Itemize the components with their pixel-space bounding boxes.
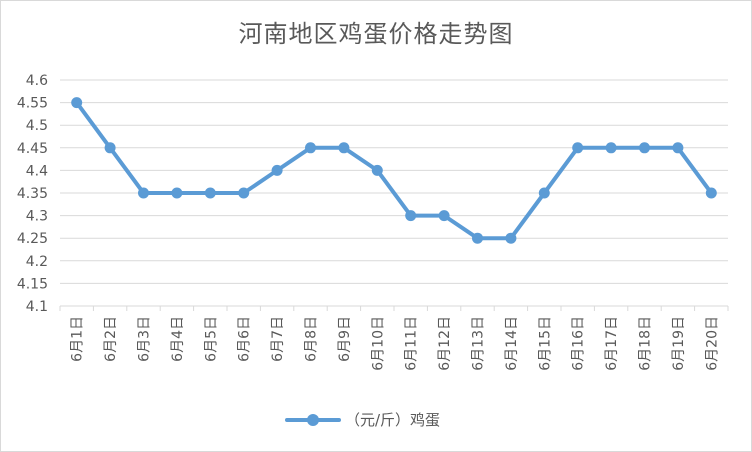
- series-group: [71, 97, 717, 244]
- data-point: [672, 142, 684, 154]
- x-tick-label: 6月3日: [137, 316, 153, 362]
- y-tick-label: 4.25: [17, 231, 48, 247]
- data-point: [505, 232, 517, 244]
- y-tick-label: 4.2: [26, 254, 48, 270]
- y-tick-label: 4.5: [26, 118, 48, 134]
- data-point: [138, 187, 149, 199]
- y-tick-label: 4.3: [26, 209, 48, 225]
- x-tick-label: 6月16日: [571, 316, 587, 371]
- x-tick-label: 6月6日: [237, 316, 253, 362]
- x-tick-label: 6月14日: [504, 316, 520, 371]
- x-tick-label: 6月17日: [604, 316, 620, 371]
- x-axis-ticks: 6月1日 6月2日 6月3日 6月4日 6月5日 6月6日 6月7日 6月8日 6月9日 6月10…: [59, 306, 729, 371]
- data-point: [371, 164, 383, 176]
- x-tick-label: 6月12日: [437, 316, 453, 371]
- series-line: [74, 100, 714, 241]
- y-tick-label: 4.6: [26, 73, 48, 89]
- y-tick-label: 4.4: [26, 163, 48, 179]
- y-tick-label: 4.35: [17, 186, 48, 202]
- chart-title: 河南地区鸡蛋价格走势图: [238, 20, 514, 48]
- y-axis-ticks: 4.1 4.15 4.2 4.25 4.3 4.35 4.4 4.45 4.5 4.55 4.6: [17, 73, 48, 315]
- data-point: [538, 187, 550, 199]
- y-tick-label: 4.1: [26, 299, 48, 315]
- x-tick-label: 6月4日: [170, 316, 186, 362]
- data-point: [104, 142, 116, 154]
- x-tick-label: 6月18日: [638, 316, 654, 371]
- legend-label: （元/斤）鸡蛋: [345, 411, 440, 429]
- y-tick-label: 4.45: [17, 141, 48, 157]
- data-point: [438, 210, 450, 222]
- data-point: [271, 164, 283, 176]
- legend-swatch-marker: [307, 414, 319, 426]
- x-tick-label: 6月1日: [70, 316, 86, 362]
- x-tick-label: 6月7日: [270, 316, 286, 362]
- x-tick-label: 6月13日: [471, 316, 487, 371]
- data-point: [238, 187, 250, 199]
- data-point: [405, 210, 417, 222]
- data-point: [338, 142, 350, 154]
- data-point: [171, 187, 183, 199]
- x-tick-label: 6月19日: [671, 316, 687, 371]
- data-point: [305, 142, 316, 154]
- y-tick-label: 4.55: [17, 96, 48, 112]
- x-tick-label: 6月8日: [304, 316, 320, 362]
- x-tick-label: 6月9日: [337, 316, 353, 362]
- x-tick-label: 6月11日: [404, 316, 420, 371]
- data-point: [71, 97, 83, 109]
- x-tick-label: 6月2日: [103, 316, 119, 362]
- data-point: [472, 232, 483, 244]
- data-point: [204, 187, 216, 199]
- x-tick-label: 6月10日: [370, 316, 386, 371]
- data-point: [605, 142, 617, 154]
- x-tick-label: 6月20日: [704, 316, 720, 371]
- data-point: [572, 142, 584, 154]
- x-tick-label: 6月5日: [203, 316, 219, 362]
- data-point: [639, 142, 650, 154]
- x-tick-label: 6月15日: [537, 316, 553, 371]
- data-point: [705, 187, 717, 199]
- y-tick-label: 4.15: [17, 276, 48, 292]
- legend: （元/斤）鸡蛋: [285, 411, 440, 429]
